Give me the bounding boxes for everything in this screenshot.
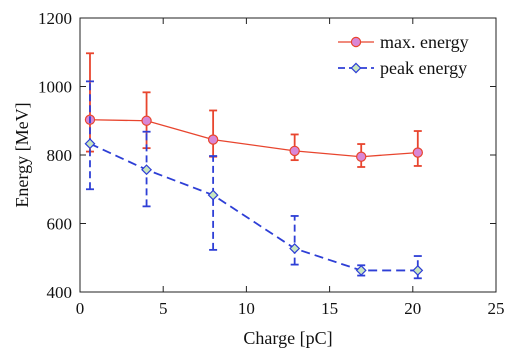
data-point [207,134,219,145]
data-point [289,145,300,157]
data-point [84,138,96,150]
series-max-energy [84,52,423,168]
legend-marker [350,62,362,74]
data-point [289,243,301,254]
error-bar [209,155,218,251]
x-tick-label: 10 [238,299,255,318]
y-tick-label: 800 [47,146,73,165]
data-point [141,115,152,126]
legend-item: peak energy [338,58,467,78]
data-point [356,151,367,162]
y-tick-label: 1200 [38,9,72,28]
legend-item: max. energy [338,32,469,52]
data-point [412,147,423,158]
y-tick-label: 600 [47,215,73,234]
error-bar [209,109,218,158]
data-point [207,189,219,201]
error-bar [85,80,94,191]
x-tick-label: 15 [321,299,338,318]
series-layer [84,52,424,280]
legend-marker [350,36,362,48]
x-tick-label: 5 [159,299,168,318]
error-bar [85,52,94,153]
legend-label: max. energy [380,32,469,52]
y-axis-title: Energy [MeV] [12,102,32,207]
series-line [89,142,418,272]
x-axis-title: Charge [pC] [243,328,332,348]
data-point [141,164,153,176]
legend-label: peak energy [380,58,467,78]
y-tick-label: 1000 [38,78,72,97]
x-tick-label: 20 [404,299,421,318]
x-tick-label: 0 [76,299,85,318]
series-line [89,119,418,158]
data-point [355,264,367,276]
x-tick-label: 25 [488,299,505,318]
legend: max. energy peak energy [338,32,469,78]
y-tick-label: 400 [47,283,73,302]
series-peak-energy [84,80,424,280]
data-point [412,264,424,276]
error-bar [290,215,299,266]
axis-ticks: 0 5 10 15 20 25 400 600 800 1000 1200 [38,9,505,318]
